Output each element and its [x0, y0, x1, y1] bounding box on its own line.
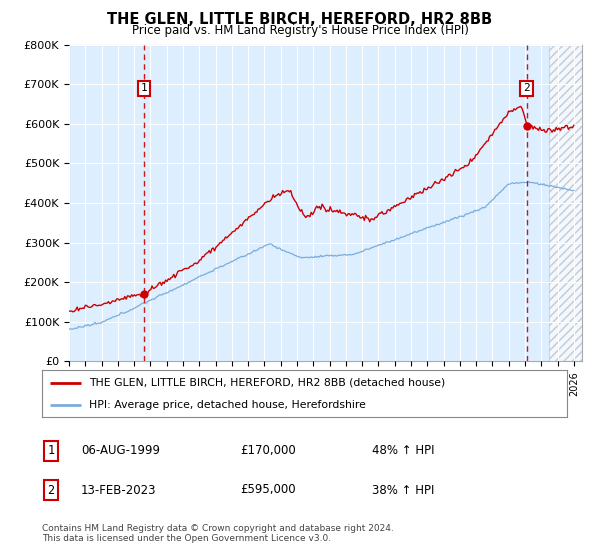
Text: 13-FEB-2023: 13-FEB-2023 — [81, 483, 157, 497]
Text: 2: 2 — [47, 483, 55, 497]
Text: 2: 2 — [523, 83, 530, 94]
Text: HPI: Average price, detached house, Herefordshire: HPI: Average price, detached house, Here… — [89, 400, 366, 410]
Text: 1: 1 — [140, 83, 147, 94]
Bar — [550, 45, 590, 361]
Text: 06-AUG-1999: 06-AUG-1999 — [81, 444, 160, 458]
Text: £595,000: £595,000 — [240, 483, 296, 497]
Text: Contains HM Land Registry data © Crown copyright and database right 2024.
This d: Contains HM Land Registry data © Crown c… — [42, 524, 394, 543]
Text: 38% ↑ HPI: 38% ↑ HPI — [372, 483, 434, 497]
Text: 48% ↑ HPI: 48% ↑ HPI — [372, 444, 434, 458]
Text: £170,000: £170,000 — [240, 444, 296, 458]
Text: Price paid vs. HM Land Registry's House Price Index (HPI): Price paid vs. HM Land Registry's House … — [131, 24, 469, 38]
Text: THE GLEN, LITTLE BIRCH, HEREFORD, HR2 8BB: THE GLEN, LITTLE BIRCH, HEREFORD, HR2 8B… — [107, 12, 493, 27]
Text: THE GLEN, LITTLE BIRCH, HEREFORD, HR2 8BB (detached house): THE GLEN, LITTLE BIRCH, HEREFORD, HR2 8B… — [89, 378, 445, 388]
Text: 1: 1 — [47, 444, 55, 458]
